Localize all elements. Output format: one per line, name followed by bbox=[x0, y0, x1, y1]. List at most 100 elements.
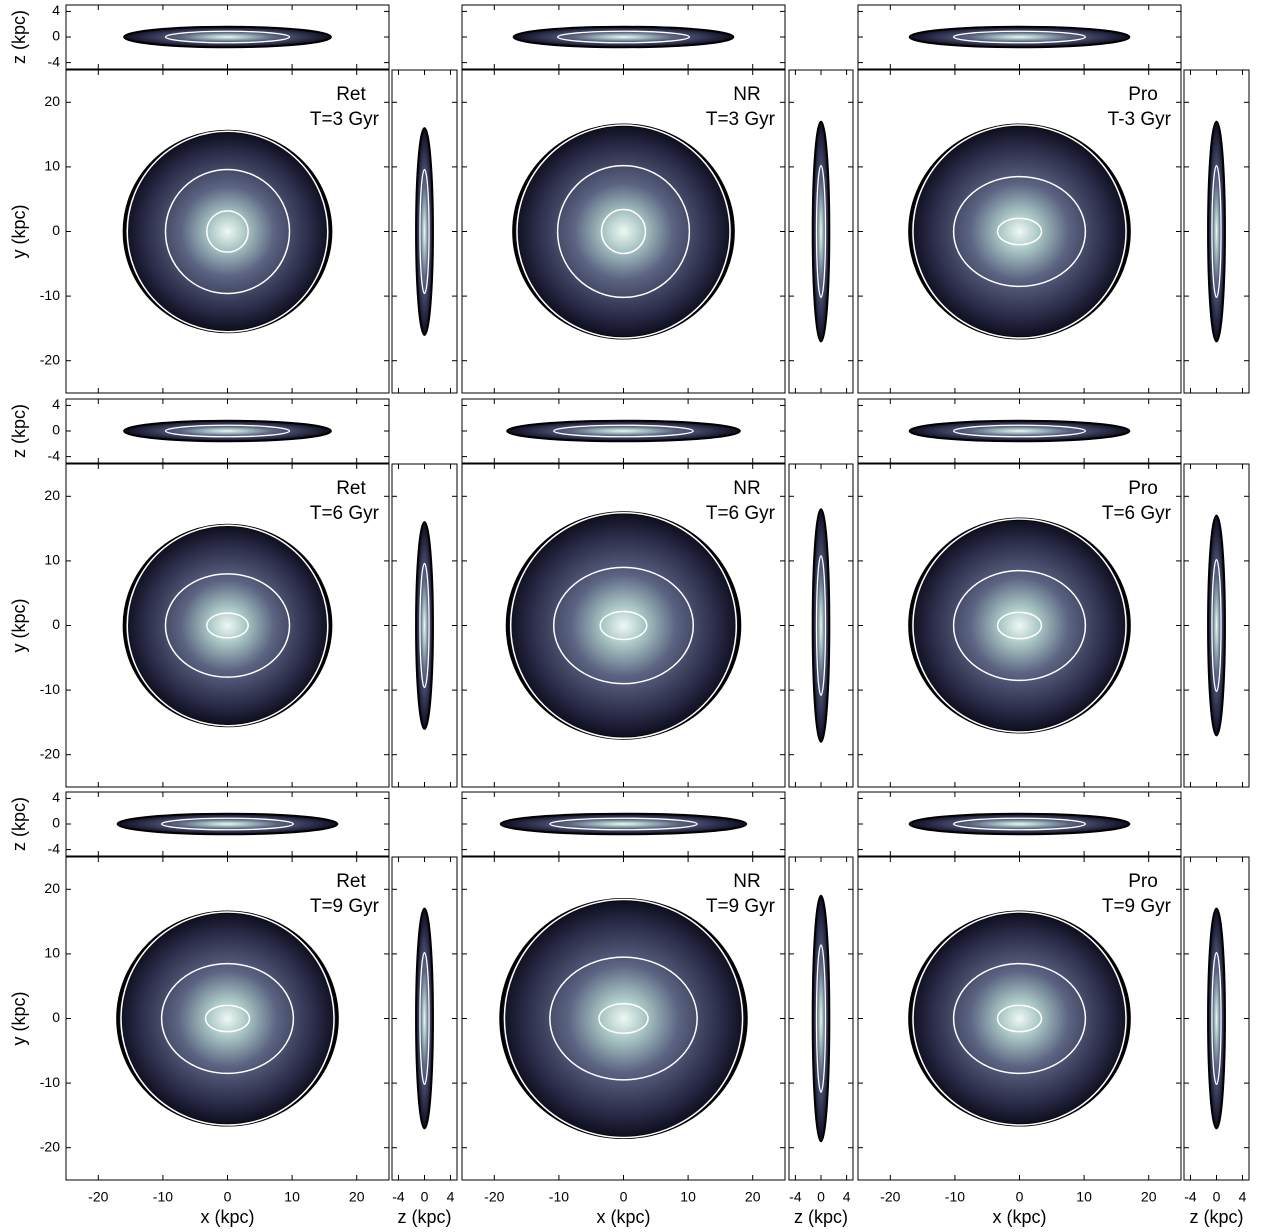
disk-edge-on bbox=[506, 419, 741, 443]
panel-model: Ret bbox=[336, 871, 366, 892]
contour bbox=[164, 30, 291, 44]
z-tick-label: 0 bbox=[1213, 1189, 1221, 1205]
x-tick-label: -20 bbox=[88, 1189, 108, 1205]
contour bbox=[815, 944, 827, 1093]
x-tick-label: 10 bbox=[1076, 1189, 1092, 1205]
contour bbox=[553, 424, 694, 438]
contour bbox=[419, 951, 430, 1086]
panel-time: T=6 Gyr bbox=[706, 503, 776, 524]
x-tick-label: 20 bbox=[349, 1189, 365, 1205]
z-tick-label: -4 bbox=[392, 1189, 405, 1205]
z-tick-label: 0 bbox=[817, 1189, 825, 1205]
contour bbox=[912, 124, 1127, 339]
x-axis-label: x (kpc) bbox=[597, 1207, 651, 1227]
x-tick-label: -20 bbox=[880, 1189, 900, 1205]
z-tick-label: 4 bbox=[843, 1189, 851, 1205]
z-axis-label: z (kpc) bbox=[398, 1207, 452, 1227]
panel-time: T=9 Gyr bbox=[310, 896, 380, 917]
disk-edge-on bbox=[116, 812, 339, 836]
y-tick-label: -10 bbox=[40, 287, 60, 303]
y-tick-label: -20 bbox=[40, 745, 60, 761]
contour bbox=[952, 569, 1087, 682]
contour bbox=[952, 962, 1087, 1075]
contour bbox=[815, 555, 827, 696]
panel-model: Ret bbox=[336, 84, 366, 105]
y-tick-label: -10 bbox=[40, 681, 60, 697]
x-tick-label: 20 bbox=[745, 1189, 761, 1205]
x-tick-label: 0 bbox=[224, 1189, 232, 1205]
contour bbox=[164, 573, 291, 678]
contour bbox=[419, 562, 430, 689]
z-tick-label: 0 bbox=[52, 815, 60, 831]
z-axis-label: z (kpc) bbox=[794, 1207, 848, 1227]
contour bbox=[204, 1004, 251, 1033]
disk-edge-on bbox=[123, 419, 332, 443]
z-axis-label: z (kpc) bbox=[9, 404, 29, 458]
x-tick-label: -10 bbox=[549, 1189, 569, 1205]
panel-model: NR bbox=[733, 478, 760, 499]
panel-model: Ret bbox=[336, 478, 366, 499]
panel-model: Pro bbox=[1128, 871, 1158, 892]
z-tick-label: -4 bbox=[48, 447, 61, 463]
contour bbox=[516, 124, 731, 339]
contour bbox=[549, 817, 698, 831]
panel-time: T=9 Gyr bbox=[1102, 896, 1172, 917]
disk-edge-on bbox=[908, 25, 1131, 49]
panel-time: T=3 Gyr bbox=[310, 109, 380, 130]
contour bbox=[952, 424, 1087, 438]
z-tick-label: 0 bbox=[52, 422, 60, 438]
panel-time: T=6 Gyr bbox=[1102, 503, 1172, 524]
contour bbox=[556, 164, 691, 299]
panel-model: Pro bbox=[1128, 84, 1158, 105]
disk-side-on bbox=[811, 508, 831, 743]
z-tick-label: -4 bbox=[48, 53, 61, 69]
contour bbox=[952, 175, 1087, 288]
x-tick-label: 10 bbox=[680, 1189, 696, 1205]
y-tick-label: 0 bbox=[52, 616, 60, 632]
disk-side-on bbox=[415, 127, 434, 336]
y-axis-label: y (kpc) bbox=[9, 992, 29, 1046]
contour bbox=[952, 30, 1087, 44]
x-tick-label: 0 bbox=[620, 1189, 628, 1205]
z-tick-label: 4 bbox=[447, 1189, 455, 1205]
y-tick-label: 20 bbox=[44, 93, 60, 109]
disk-side-on bbox=[811, 894, 831, 1143]
z-axis-label: z (kpc) bbox=[9, 10, 29, 64]
contour bbox=[126, 524, 329, 727]
contour bbox=[419, 168, 430, 295]
contour bbox=[160, 817, 295, 831]
y-tick-label: 0 bbox=[52, 1009, 60, 1025]
contour bbox=[952, 817, 1087, 831]
contour bbox=[206, 612, 249, 639]
y-axis-label: y (kpc) bbox=[9, 599, 29, 653]
z-tick-label: -4 bbox=[1184, 1189, 1197, 1205]
x-tick-label: -10 bbox=[945, 1189, 965, 1205]
disk-edge-on bbox=[499, 812, 748, 836]
contour bbox=[509, 511, 738, 740]
panel-time: T=3 Gyr bbox=[706, 109, 776, 130]
z-tick-label: -4 bbox=[48, 840, 61, 856]
y-tick-label: 20 bbox=[44, 487, 60, 503]
disk-edge-on bbox=[512, 25, 735, 49]
contour bbox=[120, 911, 335, 1126]
contour bbox=[503, 898, 744, 1139]
contour bbox=[1211, 558, 1222, 693]
y-tick-label: -20 bbox=[40, 1138, 60, 1154]
contour bbox=[599, 610, 648, 641]
z-tick-label: 4 bbox=[1239, 1189, 1247, 1205]
disk-edge-on bbox=[908, 419, 1131, 443]
contour bbox=[160, 962, 295, 1075]
contour bbox=[912, 518, 1127, 733]
disk-edge-on bbox=[123, 25, 332, 49]
disk-side-on bbox=[1207, 120, 1226, 343]
contour bbox=[600, 208, 647, 255]
contour bbox=[912, 911, 1127, 1126]
disk-side-on bbox=[1207, 907, 1226, 1130]
contour bbox=[126, 130, 329, 333]
disk-side-on bbox=[1207, 514, 1226, 737]
y-tick-label: -20 bbox=[40, 351, 60, 367]
contour bbox=[996, 611, 1043, 640]
y-tick-label: 0 bbox=[52, 222, 60, 238]
contour bbox=[815, 164, 827, 299]
